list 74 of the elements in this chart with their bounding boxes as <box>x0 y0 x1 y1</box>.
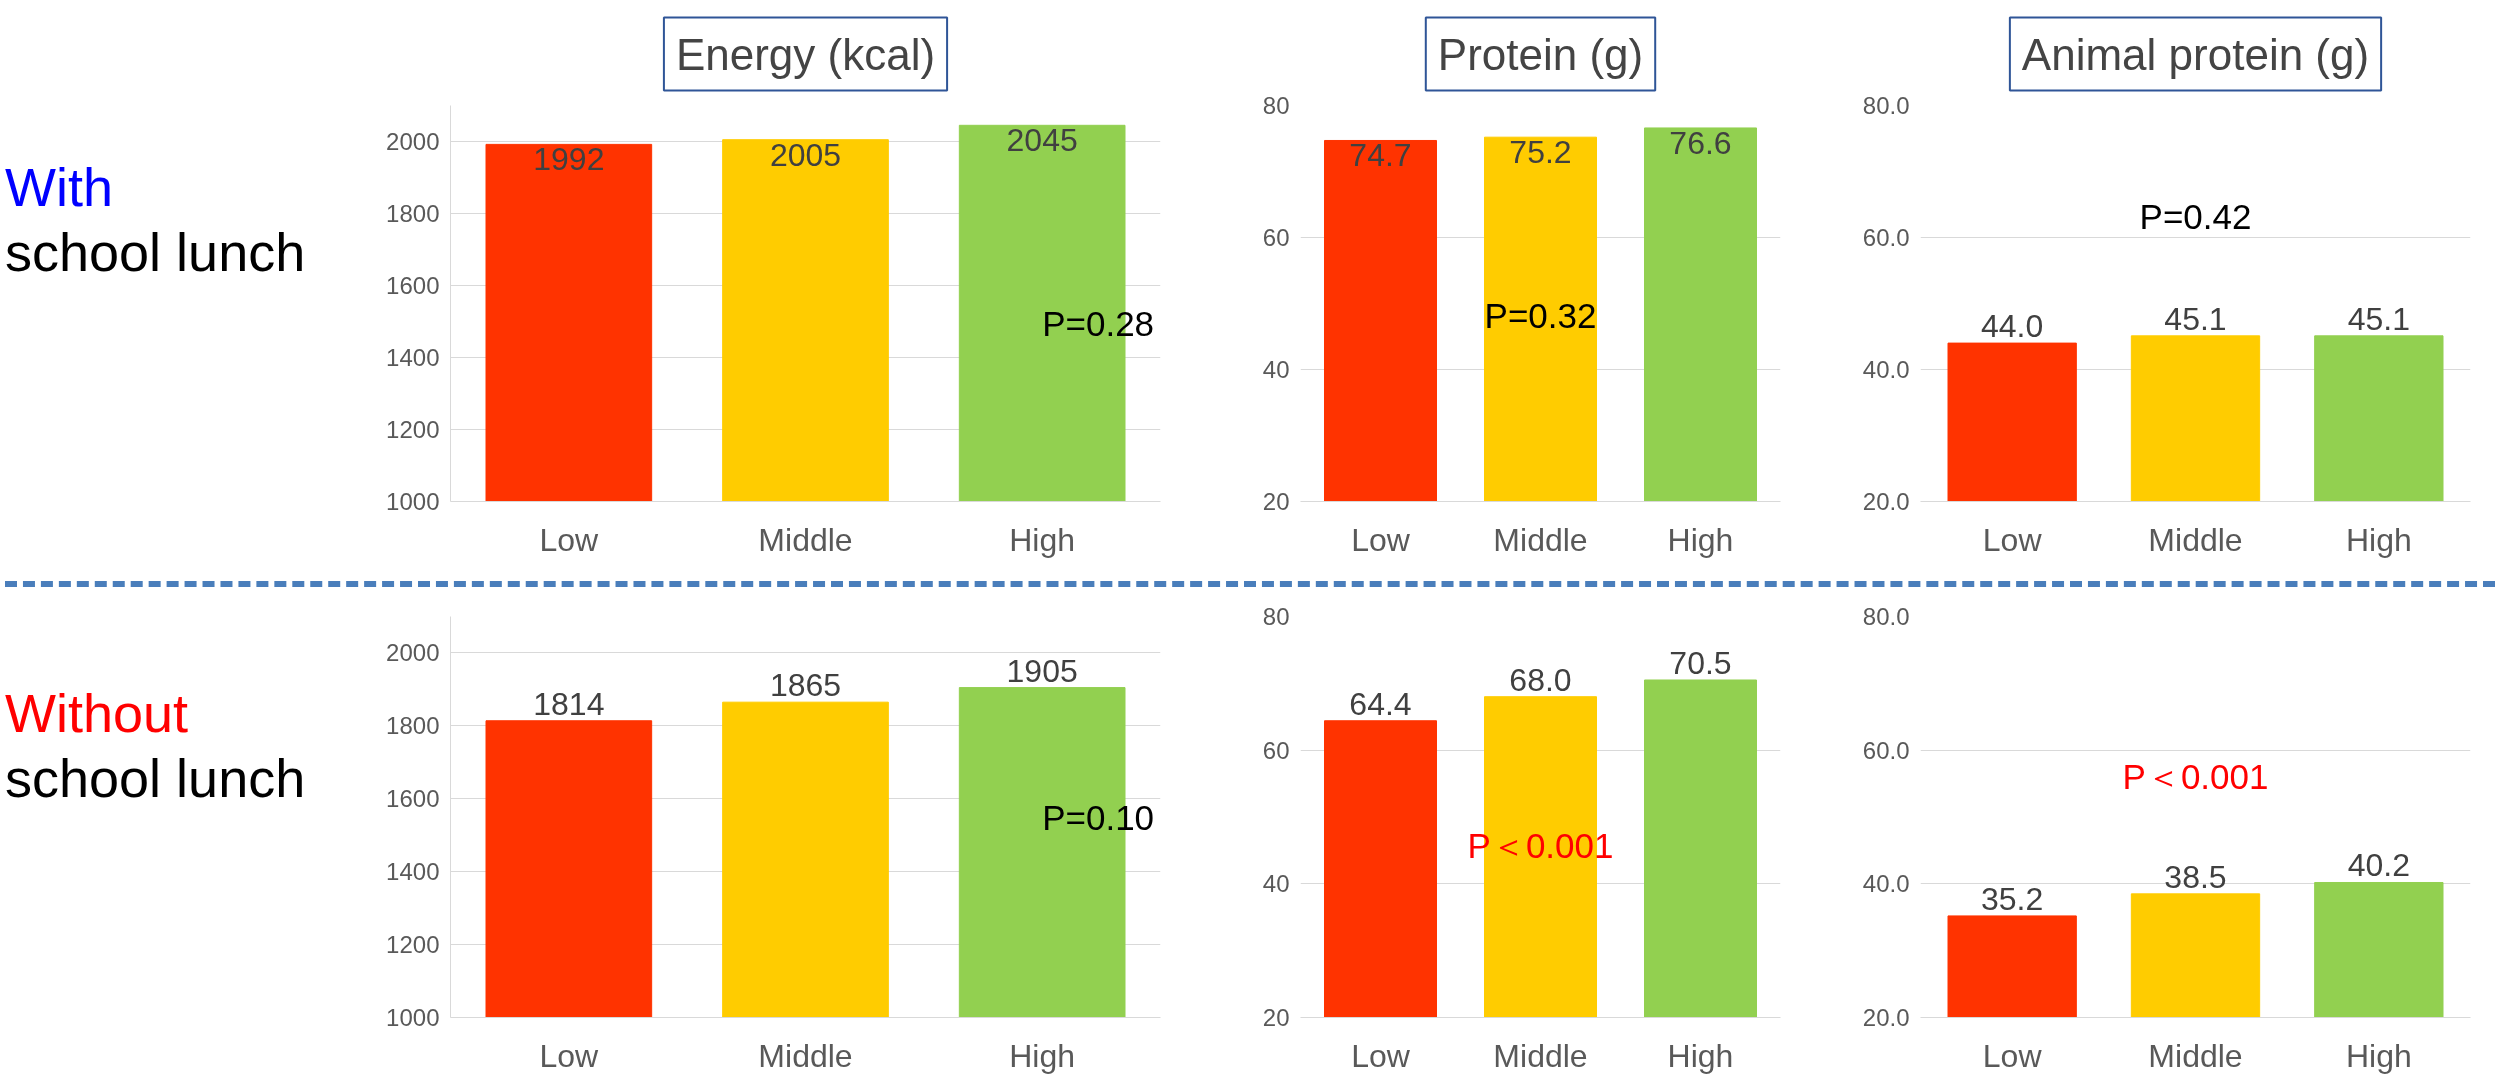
data-label: 1905 <box>1006 652 1078 689</box>
y-tick-label: 20.0 <box>1862 1004 1910 1031</box>
y-tick-label: 80 <box>1262 603 1290 630</box>
y-tick-label: 1200 <box>386 416 440 443</box>
x-tick-label: Middle <box>2148 521 2243 558</box>
y-tick-label: 60.0 <box>1862 736 1910 764</box>
y-tick-label: 60.0 <box>1862 224 1910 251</box>
text: With <box>5 157 113 217</box>
data-label: 75.2 <box>1509 134 1572 171</box>
data-label: 64.4 <box>1349 685 1412 722</box>
data-label: 45.1 <box>2347 300 2410 337</box>
x-tick-label: Middle <box>1493 521 1588 558</box>
x-tick-label: Middle <box>1493 1037 1588 1074</box>
chart-title: Animal protein (g) <box>2021 29 2370 79</box>
y-tick-label: 80.0 <box>1862 603 1910 630</box>
y-tick-label: 1400 <box>386 344 440 371</box>
x-tick-label: Middle <box>758 521 853 558</box>
data-label: 1992 <box>533 141 605 178</box>
x-tick-label: High <box>1667 521 1734 558</box>
y-tick-label: 40.0 <box>1862 356 1910 383</box>
text: school lunch <box>5 747 306 808</box>
y-tick-label: 40 <box>1262 870 1290 898</box>
annotation: P＜0.001 <box>2122 757 2269 797</box>
x-tick-label: Low <box>1982 521 2043 558</box>
data-label: 45.1 <box>2164 300 2227 337</box>
y-tick-label: 60 <box>1262 224 1290 251</box>
data-label: 74.7 <box>1349 137 1412 174</box>
y-tick-label: 40.0 <box>1862 870 1910 898</box>
data-label: 70.5 <box>1669 644 1732 681</box>
y-tick-label: 1000 <box>386 488 440 515</box>
data-label: 68.0 <box>1509 661 1572 698</box>
x-tick-label: Middle <box>758 1037 853 1074</box>
y-tick-label: 20.0 <box>1862 488 1910 515</box>
x-tick-label: High <box>1009 521 1076 558</box>
y-tick-label: 1600 <box>386 272 440 299</box>
x-tick-label: Low <box>539 521 600 558</box>
annotation: P=0.32 <box>1484 295 1597 335</box>
y-tick-label: 80 <box>1262 92 1290 119</box>
x-tick-label: Low <box>1351 1037 1411 1074</box>
y-tick-label: 1200 <box>386 931 440 959</box>
data-label: 2005 <box>769 136 842 173</box>
y-tick-label: 1400 <box>386 858 440 886</box>
data-label: 35.2 <box>1981 880 2044 917</box>
data-label: 40.2 <box>2347 847 2410 884</box>
y-tick-label: 20 <box>1262 488 1290 515</box>
x-tick-label: Low <box>1982 1037 2043 1074</box>
x-tick-label: High <box>2345 1037 2412 1074</box>
y-tick-label: 2000 <box>386 639 440 667</box>
y-tick-label: 1000 <box>386 1004 440 1031</box>
x-tick-label: Middle <box>2148 1037 2243 1074</box>
y-tick-label: 20 <box>1262 1004 1290 1031</box>
chart-title: Protein (g) <box>1437 29 1644 79</box>
text: school lunch <box>5 221 306 282</box>
y-tick-label: 1800 <box>386 200 440 227</box>
x-tick-label: High <box>2345 521 2412 558</box>
x-tick-label: Low <box>1351 521 1411 558</box>
x-tick-label: High <box>1009 1037 1076 1074</box>
data-label: 2045 <box>1006 122 1078 159</box>
data-label: 1865 <box>769 667 842 704</box>
y-tick-label: 80.0 <box>1862 92 1910 119</box>
data-label: 38.5 <box>2164 858 2227 895</box>
y-tick-label: 1600 <box>386 785 440 813</box>
annotation: P=0.42 <box>2139 196 2252 236</box>
x-tick-label: High <box>1667 1037 1734 1074</box>
y-tick-label: 60 <box>1262 736 1290 764</box>
y-tick-label: 1800 <box>386 712 440 740</box>
y-tick-label: 2000 <box>386 128 440 155</box>
x-tick-label: Low <box>539 1037 600 1074</box>
chart-title: Energy (kcal) <box>675 29 936 79</box>
data-label: 76.6 <box>1669 124 1732 161</box>
text: Without <box>5 683 189 743</box>
data-label: 1814 <box>533 685 605 722</box>
y-tick-label: 40 <box>1262 356 1290 383</box>
data-label: 44.0 <box>1981 308 2044 345</box>
